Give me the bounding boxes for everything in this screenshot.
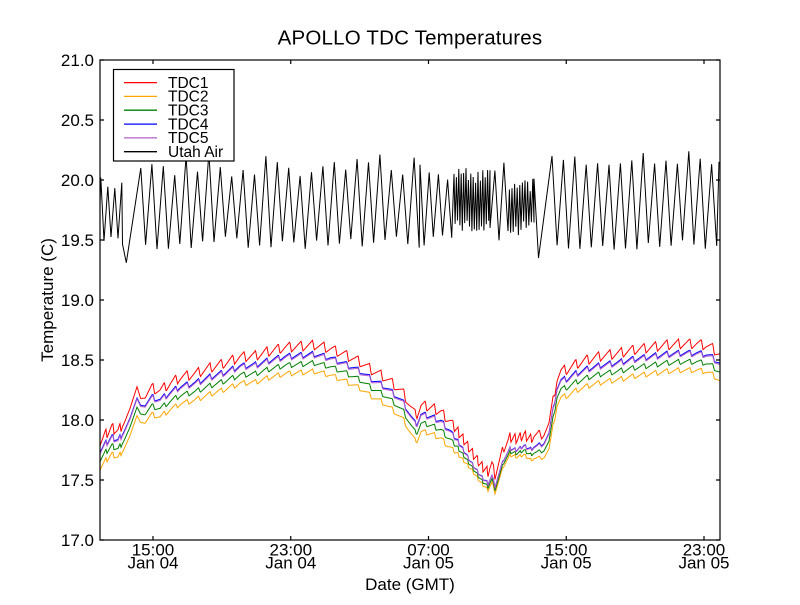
svg-text:TDC4: TDC4: [168, 116, 209, 133]
svg-text:TDC5: TDC5: [168, 130, 208, 147]
svg-text:TDC3: TDC3: [168, 103, 208, 120]
svg-text:TDC2: TDC2: [168, 89, 208, 106]
svg-text:APOLLO TDC Temperatures: APOLLO TDC Temperatures: [278, 27, 543, 50]
svg-text:Date (GMT): Date (GMT): [365, 575, 455, 594]
svg-text:17.0: 17.0: [61, 531, 94, 550]
svg-text:23:00: 23:00: [270, 540, 313, 559]
svg-text:07:00: 07:00: [407, 540, 450, 559]
svg-text:19.0: 19.0: [61, 291, 94, 310]
svg-text:TDC1: TDC1: [168, 75, 208, 92]
svg-text:23:00: 23:00: [683, 540, 726, 559]
svg-text:15:00: 15:00: [132, 540, 175, 559]
svg-text:18.0: 18.0: [61, 411, 94, 430]
svg-text:21.0: 21.0: [61, 51, 94, 70]
svg-text:18.5: 18.5: [61, 351, 94, 370]
svg-text:Jan 04: Jan 04: [127, 554, 178, 573]
svg-text:17.5: 17.5: [61, 471, 94, 490]
svg-text:20.5: 20.5: [61, 111, 94, 130]
svg-text:15:00: 15:00: [545, 540, 588, 559]
svg-text:Temperature (C): Temperature (C): [38, 238, 57, 362]
svg-text:Jan 05: Jan 05: [678, 554, 729, 573]
svg-text:Utah Air: Utah Air: [168, 144, 223, 161]
svg-text:Jan 04: Jan 04: [265, 554, 316, 573]
svg-text:Jan 05: Jan 05: [541, 554, 592, 573]
svg-text:20.0: 20.0: [61, 171, 94, 190]
svg-text:Jan 05: Jan 05: [403, 554, 454, 573]
svg-text:19.5: 19.5: [61, 231, 94, 250]
